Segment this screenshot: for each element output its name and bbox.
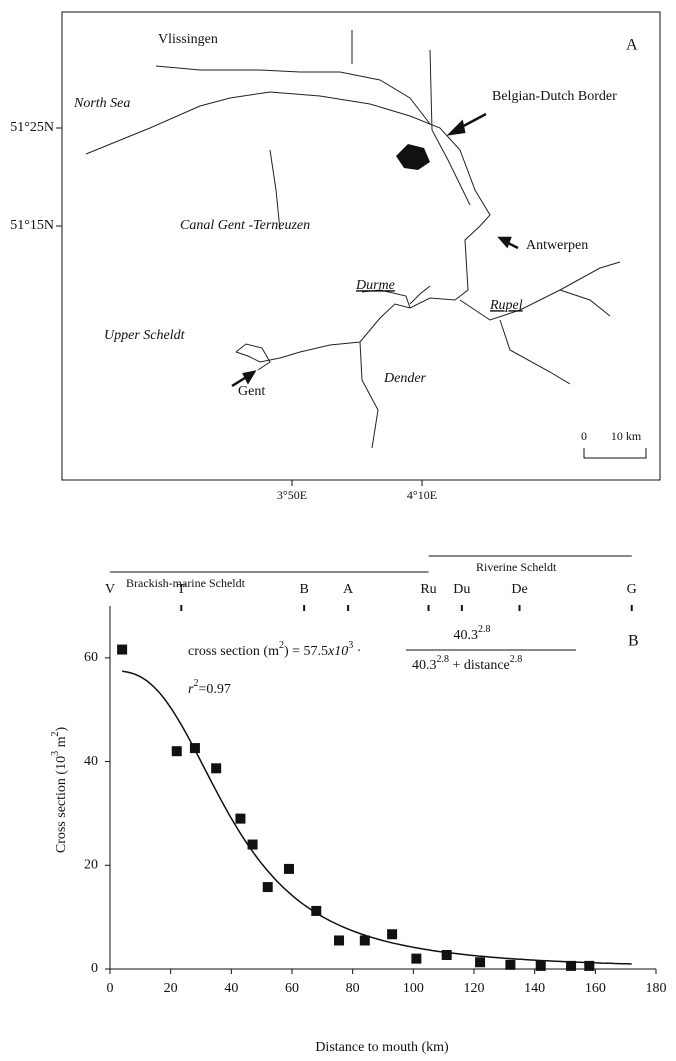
point <box>441 949 452 960</box>
point <box>262 882 273 893</box>
point <box>505 959 516 970</box>
place-label: Gent <box>238 384 265 399</box>
map-rivers <box>85 30 621 449</box>
point <box>235 813 246 824</box>
station-label: V <box>105 582 115 597</box>
equation-denominator: 40.32.8 + distance2.8 <box>412 654 522 673</box>
x-tick-label: 160 <box>585 981 606 996</box>
x-tick-label: 120 <box>464 981 485 996</box>
fit-curve <box>121 670 632 965</box>
eq-part: 40.3 <box>412 658 437 673</box>
x-tick-label: 0 <box>107 981 114 996</box>
point <box>411 953 422 964</box>
scale-label: 10 km <box>611 429 642 443</box>
x-tick-label: 60 <box>285 981 299 996</box>
scale-label: 0 <box>581 429 587 443</box>
point <box>211 763 222 774</box>
x-tick-label: 100 <box>403 981 424 996</box>
point <box>475 957 486 968</box>
x-tick-label: 40 <box>224 981 238 996</box>
y-label-part: 3 <box>50 751 61 756</box>
lat-label: 51°15N <box>10 218 54 233</box>
y-label-part: m <box>54 736 69 751</box>
r-squared: r2=0.97 <box>188 678 231 697</box>
eq-part: 2.8 <box>437 654 450 665</box>
eq-part: + distance <box>449 658 510 673</box>
map-arrows <box>231 112 519 388</box>
equation: cross section (m2) = 57.5x103 · <box>188 640 361 659</box>
eq-part: · <box>353 644 361 659</box>
place-label: Dender <box>383 371 427 386</box>
land-patch <box>396 144 430 170</box>
zone-label: Riverine Scheldt <box>476 560 557 574</box>
eq-part: x10 <box>327 644 348 659</box>
point <box>283 863 294 874</box>
station-label: G <box>627 582 637 597</box>
eq-part: 2 <box>193 678 198 689</box>
station-label: A <box>343 582 354 597</box>
eq-part: r <box>188 682 194 697</box>
eq-part: cross section (m <box>188 644 279 659</box>
point <box>334 935 345 946</box>
point <box>535 960 546 971</box>
point <box>584 960 595 971</box>
place-label: Rupel <box>489 298 523 313</box>
map-frame <box>61 11 661 481</box>
place-label: Belgian-Dutch Border <box>492 89 617 104</box>
x-tick-label: 140 <box>524 981 545 996</box>
point <box>359 935 370 946</box>
place-label: Vlissingen <box>158 32 218 47</box>
eq-part: ) = <box>284 644 304 659</box>
eq-part: 2.8 <box>510 654 523 665</box>
place-label: Durme <box>355 278 395 293</box>
point <box>387 929 398 940</box>
place-label: Canal Gent -Terneuzen <box>180 218 310 233</box>
y-label-part: Cross section (10 <box>54 756 69 853</box>
station-label: Du <box>453 582 470 597</box>
zone-label: Brackish-marine Scheldt <box>126 576 246 590</box>
eq-part: 2 <box>279 640 284 651</box>
y-tick-label: 60 <box>84 650 98 665</box>
lat-label: 51°25N <box>10 120 54 135</box>
point <box>171 746 182 757</box>
scale-bar <box>583 448 647 459</box>
y-tick-label: 20 <box>84 858 98 873</box>
station-label: B <box>299 582 308 597</box>
lon-label: 4°10E <box>407 488 437 502</box>
point <box>311 905 322 916</box>
y-tick-label: 0 <box>91 961 98 976</box>
y-label-part: ) <box>54 727 69 732</box>
point <box>189 743 200 754</box>
station-label: Ru <box>420 582 436 597</box>
eq-part: 2.8 <box>478 624 491 635</box>
y-label-part: 2 <box>50 732 61 737</box>
panel-label: B <box>628 633 639 650</box>
panel-label: A <box>626 37 638 54</box>
eq-part: =0.97 <box>198 682 230 697</box>
point <box>117 644 128 655</box>
place-label: Antwerpen <box>526 238 588 253</box>
equation-numerator: 40.32.8 <box>454 624 491 643</box>
station-label: T <box>177 582 186 597</box>
y-axis-label: Cross section (103 m2) <box>50 727 69 854</box>
eq-part: 3 <box>348 640 353 651</box>
point <box>247 839 258 850</box>
eq-part: 40.3 <box>454 628 479 643</box>
y-tick-label: 40 <box>84 754 98 769</box>
place-label: Upper Scheldt <box>104 328 186 343</box>
point <box>566 960 577 971</box>
x-tick-label: 20 <box>164 981 178 996</box>
eq-part: 57.5 <box>304 644 329 659</box>
x-axis-label: Distance to mouth (km) <box>315 1040 449 1055</box>
station-label: De <box>511 582 527 597</box>
x-tick-label: 180 <box>646 981 667 996</box>
place-label: North Sea <box>73 96 130 111</box>
lon-label: 3°50E <box>277 488 307 502</box>
x-tick-label: 80 <box>346 981 360 996</box>
